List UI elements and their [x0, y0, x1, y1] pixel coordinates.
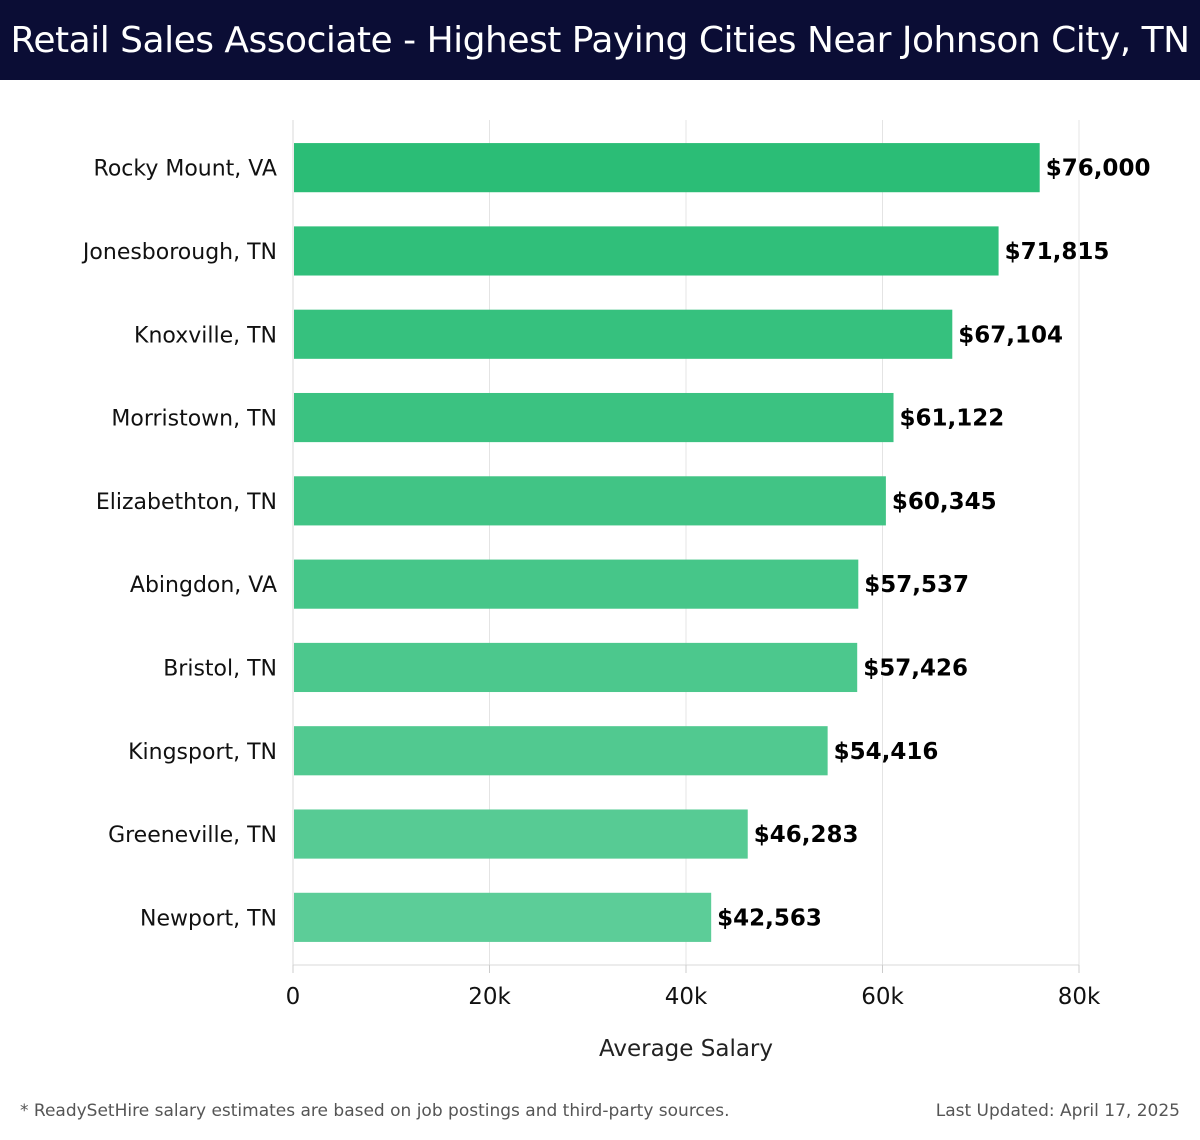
bar	[294, 392, 894, 443]
value-label: $76,000	[1046, 156, 1151, 182]
category-label: Rocky Mount, VA	[94, 157, 277, 182]
title-bar: Retail Sales Associate - Highest Paying …	[0, 0, 1200, 80]
value-label: $42,563	[717, 905, 822, 931]
category-label: Elizabethton, TN	[96, 490, 277, 515]
salary-bar-chart: Rocky Mount, VA $76,000 Jonesborough, TN $7…	[81, 120, 1151, 1062]
bar	[294, 809, 748, 859]
footnote: * ReadySetHire salary estimates are base…	[20, 1101, 730, 1121]
labels: Rocky Mount, VA $76,000 Jonesborough, TN $7…	[81, 156, 1151, 932]
category-label: Greeneville, TN	[108, 823, 277, 848]
x-tick-label: 60k	[861, 984, 904, 1010]
bar	[294, 642, 858, 693]
value-label: $57,537	[864, 572, 969, 598]
category-label: Knoxville, TN	[134, 323, 277, 348]
bar	[294, 559, 859, 609]
bars	[294, 143, 1040, 942]
value-label: $71,815	[1005, 239, 1110, 265]
last-updated: Last Updated: April 17, 2025	[935, 1101, 1180, 1121]
category-label: Morristown, TN	[111, 407, 277, 432]
x-tick-label: 40k	[665, 984, 708, 1010]
bar	[294, 143, 1040, 193]
value-label: $46,283	[754, 822, 859, 848]
x-axis: 0 20k 40k 60k 80k	[286, 964, 1101, 1010]
bar	[294, 226, 999, 276]
category-label: Newport, TN	[140, 906, 277, 931]
value-label: $61,122	[900, 406, 1005, 432]
x-axis-label: Average Salary	[599, 1036, 773, 1062]
x-tick-label: 20k	[468, 984, 511, 1010]
bar	[294, 726, 828, 776]
value-label: $57,426	[863, 655, 968, 681]
x-tick-label: 80k	[1058, 984, 1101, 1010]
bar	[294, 476, 886, 526]
category-label: Abingdon, VA	[130, 573, 277, 598]
value-label: $60,345	[892, 489, 997, 515]
category-label: Bristol, TN	[163, 656, 277, 681]
bar	[294, 309, 953, 359]
value-label: $67,104	[958, 322, 1063, 348]
x-tick-label: 0	[286, 984, 301, 1010]
bar	[294, 892, 712, 942]
category-label: Kingsport, TN	[128, 740, 277, 765]
chart-title: Retail Sales Associate - Highest Paying …	[10, 19, 1190, 61]
category-label: Jonesborough, TN	[81, 240, 277, 265]
value-label: $54,416	[834, 739, 939, 765]
